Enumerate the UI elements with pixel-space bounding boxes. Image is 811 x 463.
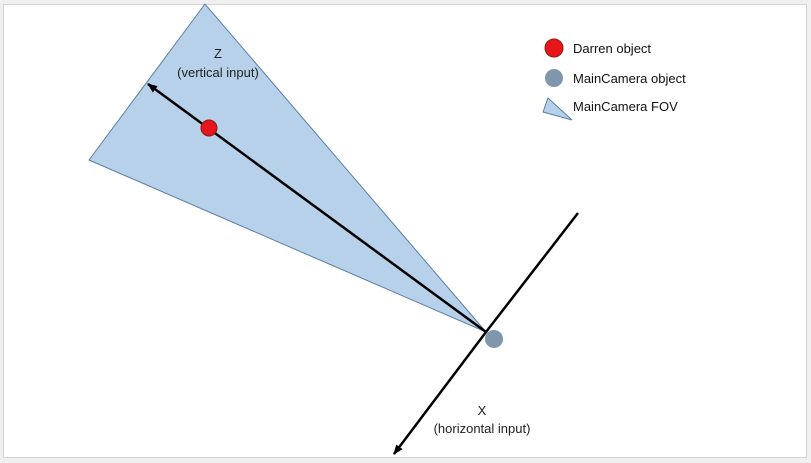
legend: Darren object MainCamera object MainCame… [542, 38, 686, 121]
x-axis-caption: (horizontal input) [434, 421, 531, 436]
x-axis-arrow [393, 331, 487, 455]
legend-camera-label: MainCamera object [573, 71, 686, 86]
darren-object-dot [200, 119, 218, 137]
legend-darren-label: Darren object [573, 41, 651, 56]
camera-fov-triangle [88, 3, 487, 333]
diagram-canvas [3, 4, 807, 458]
legend-fov-swatch [542, 97, 573, 121]
x-axis-line-upper [485, 212, 579, 333]
z-axis-caption: (vertical input) [177, 65, 259, 80]
z-axis-name: Z [214, 46, 222, 61]
legend-darren-swatch [544, 38, 564, 58]
maincamera-object-dot [485, 330, 503, 348]
legend-fov-label: MainCamera FOV [573, 99, 678, 114]
legend-camera-swatch [545, 69, 563, 87]
x-axis-name: X [478, 403, 487, 418]
